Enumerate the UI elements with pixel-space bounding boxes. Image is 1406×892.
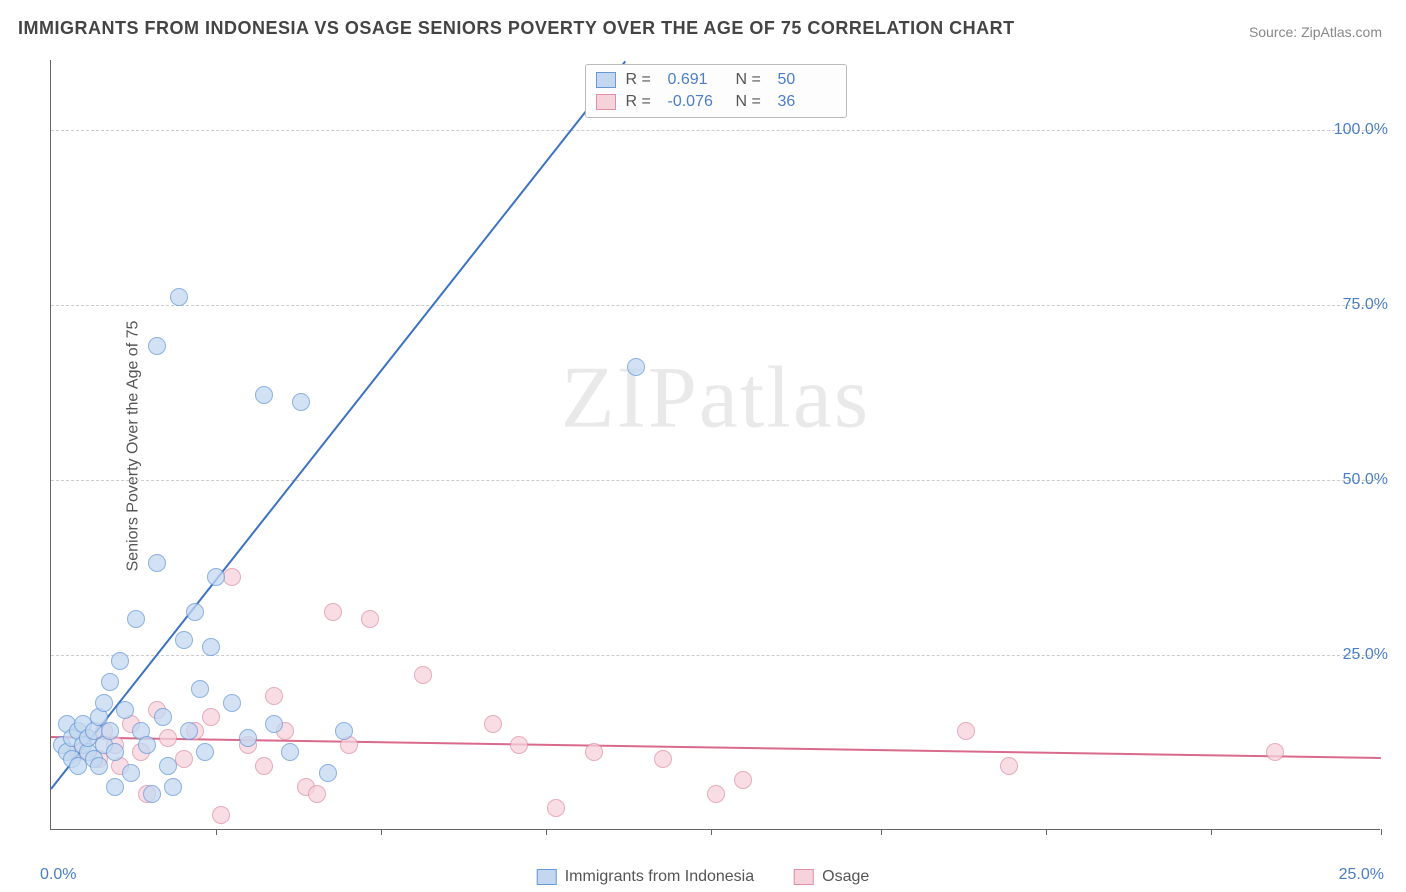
- data-point: [308, 785, 326, 803]
- x-tick-mark: [1211, 829, 1212, 835]
- data-point: [186, 603, 204, 621]
- legend-swatch: [537, 869, 557, 885]
- legend-item: Osage: [794, 868, 869, 886]
- data-point: [265, 715, 283, 733]
- data-point: [223, 568, 241, 586]
- x-tick-mark: [381, 829, 382, 835]
- data-point: [324, 603, 342, 621]
- data-point: [255, 757, 273, 775]
- series-legend: Immigrants from Indonesia Osage: [537, 868, 870, 886]
- x-tick-mark: [711, 829, 712, 835]
- data-point: [196, 743, 214, 761]
- data-point: [106, 778, 124, 796]
- data-point: [654, 750, 672, 768]
- x-axis-min-label: 0.0%: [40, 866, 76, 884]
- data-point: [122, 764, 140, 782]
- y-tick-label: 25.0%: [1343, 646, 1388, 664]
- data-point: [202, 638, 220, 656]
- data-point: [212, 806, 230, 824]
- data-point: [627, 358, 645, 376]
- data-point: [138, 736, 156, 754]
- data-point: [106, 743, 124, 761]
- data-point: [335, 722, 353, 740]
- data-point: [292, 393, 310, 411]
- legend-swatch: [596, 72, 616, 88]
- series-name: Osage: [822, 868, 869, 886]
- data-point: [175, 750, 193, 768]
- x-tick-mark: [546, 829, 547, 835]
- data-point: [585, 743, 603, 761]
- data-point: [143, 785, 161, 803]
- data-point: [148, 337, 166, 355]
- data-point: [734, 771, 752, 789]
- data-point: [175, 631, 193, 649]
- gridline: [51, 655, 1380, 656]
- y-tick-label: 100.0%: [1334, 121, 1388, 139]
- data-point: [510, 736, 528, 754]
- data-point: [159, 757, 177, 775]
- data-point: [127, 610, 145, 628]
- data-point: [95, 694, 113, 712]
- data-point: [159, 729, 177, 747]
- data-point: [202, 708, 220, 726]
- data-point: [414, 666, 432, 684]
- data-point: [111, 652, 129, 670]
- data-point: [101, 673, 119, 691]
- data-point: [255, 386, 273, 404]
- legend-swatch: [794, 869, 814, 885]
- data-point: [484, 715, 502, 733]
- legend-row: R = 0.691 N = 50: [596, 69, 836, 91]
- data-point: [957, 722, 975, 740]
- r-value: -0.076: [668, 93, 726, 111]
- legend-item: Immigrants from Indonesia: [537, 868, 754, 886]
- data-point: [361, 610, 379, 628]
- data-point: [1266, 743, 1284, 761]
- n-value: 50: [778, 71, 836, 89]
- legend-swatch: [596, 94, 616, 110]
- data-point: [164, 778, 182, 796]
- data-point: [154, 708, 172, 726]
- n-label: N =: [736, 71, 768, 89]
- data-point: [281, 743, 299, 761]
- source-attribution: Source: ZipAtlas.com: [1249, 24, 1382, 40]
- data-point: [239, 729, 257, 747]
- r-value: 0.691: [668, 71, 726, 89]
- data-point: [101, 722, 119, 740]
- data-point: [547, 799, 565, 817]
- trend-line: [50, 60, 626, 789]
- data-point: [207, 568, 225, 586]
- data-point: [319, 764, 337, 782]
- data-point: [223, 694, 241, 712]
- x-tick-mark: [881, 829, 882, 835]
- chart-title: IMMIGRANTS FROM INDONESIA VS OSAGE SENIO…: [18, 18, 1015, 39]
- data-point: [90, 757, 108, 775]
- gridline: [51, 480, 1380, 481]
- n-value: 36: [778, 93, 836, 111]
- data-point: [170, 288, 188, 306]
- gridline: [51, 130, 1380, 131]
- data-point: [707, 785, 725, 803]
- watermark: ZIPatlas: [561, 348, 870, 449]
- x-axis-max-label: 25.0%: [1339, 866, 1384, 884]
- data-point: [180, 722, 198, 740]
- x-tick-mark: [216, 829, 217, 835]
- legend-row: R = -0.076 N = 36: [596, 91, 836, 113]
- correlation-legend: R = 0.691 N = 50 R = -0.076 N = 36: [585, 64, 847, 118]
- data-point: [1000, 757, 1018, 775]
- x-tick-mark: [1381, 829, 1382, 835]
- data-point: [191, 680, 209, 698]
- x-tick-mark: [1046, 829, 1047, 835]
- series-name: Immigrants from Indonesia: [565, 868, 754, 886]
- data-point: [148, 554, 166, 572]
- n-label: N =: [736, 93, 768, 111]
- gridline: [51, 305, 1380, 306]
- y-tick-label: 50.0%: [1343, 471, 1388, 489]
- scatter-plot: ZIPatlas R =0.691N =50R =-0.076N =36 25.…: [50, 60, 1380, 830]
- data-point: [116, 701, 134, 719]
- r-label: R =: [626, 71, 658, 89]
- r-label: R =: [626, 93, 658, 111]
- data-point: [265, 687, 283, 705]
- y-tick-label: 75.0%: [1343, 296, 1388, 314]
